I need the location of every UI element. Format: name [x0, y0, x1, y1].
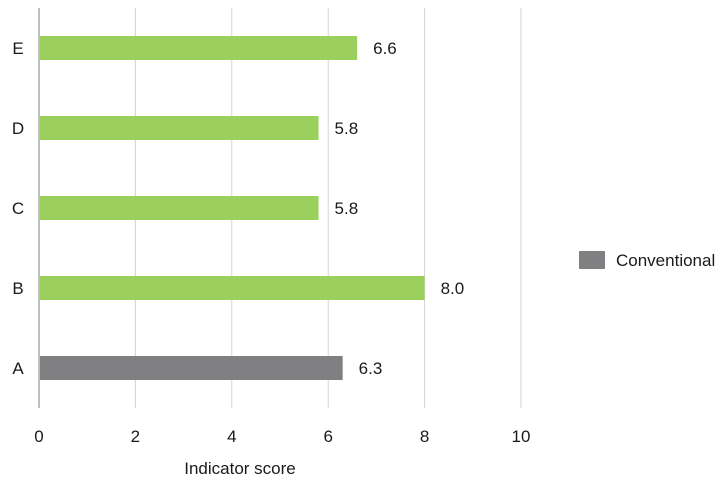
- bar-C: [40, 196, 319, 220]
- labels: 0 2 4 6 8 10 A 6.3 B 8.0 C 5.8 D 5.8 E 6.6: [12, 39, 531, 446]
- value-label-B: 8.0: [441, 279, 465, 298]
- category-label-B: B: [12, 279, 23, 298]
- legend: Conventional: [579, 251, 715, 270]
- bar-A: [40, 356, 343, 380]
- x-tick-label: 2: [131, 427, 140, 446]
- bar-E: [40, 36, 358, 60]
- value-label-A: 6.3: [359, 359, 383, 378]
- category-label-C: C: [12, 199, 24, 218]
- legend-swatch-conventional: [579, 251, 605, 269]
- x-tick-label: 6: [323, 427, 332, 446]
- category-label-E: E: [12, 39, 23, 58]
- category-label-D: D: [12, 119, 24, 138]
- legend-label-conventional: Conventional: [616, 251, 715, 270]
- value-label-D: 5.8: [335, 119, 359, 138]
- bar-D: [40, 116, 319, 140]
- x-tick-label: 4: [227, 427, 236, 446]
- x-axis-title: Indicator score: [184, 459, 296, 478]
- x-tick-label: 0: [34, 427, 43, 446]
- value-label-C: 5.8: [335, 199, 359, 218]
- x-tick-label: 10: [512, 427, 531, 446]
- bars: [40, 36, 425, 380]
- value-label-E: 6.6: [373, 39, 397, 58]
- x-tick-label: 8: [420, 427, 429, 446]
- bar-B: [40, 276, 425, 300]
- gridlines: [134, 8, 522, 408]
- category-label-A: A: [12, 359, 24, 378]
